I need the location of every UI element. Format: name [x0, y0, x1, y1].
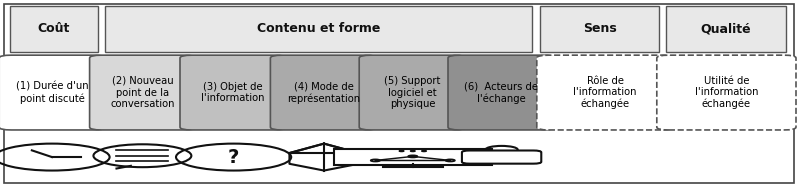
Text: Utilité de
l'information
échangée: Utilité de l'information échangée — [694, 76, 758, 109]
FancyBboxPatch shape — [448, 55, 554, 130]
Text: (6)  Acteurs de
l'échange: (6) Acteurs de l'échange — [464, 82, 538, 104]
FancyBboxPatch shape — [462, 151, 542, 164]
FancyBboxPatch shape — [270, 55, 377, 130]
FancyBboxPatch shape — [540, 6, 659, 52]
FancyBboxPatch shape — [180, 55, 286, 130]
FancyBboxPatch shape — [90, 55, 196, 130]
FancyBboxPatch shape — [666, 6, 786, 52]
FancyBboxPatch shape — [10, 6, 98, 52]
FancyBboxPatch shape — [105, 6, 532, 52]
FancyBboxPatch shape — [334, 149, 492, 165]
Text: (1) Durée d'un
point discuté: (1) Durée d'un point discuté — [16, 82, 89, 104]
Text: (5) Support
logiciel et
physique: (5) Support logiciel et physique — [384, 76, 441, 109]
Text: (4) Mode de
représentation: (4) Mode de représentation — [287, 82, 360, 104]
Text: Sens: Sens — [582, 22, 617, 36]
FancyBboxPatch shape — [657, 55, 796, 130]
Text: (3) Objet de
l'information: (3) Objet de l'information — [202, 82, 265, 103]
Text: Contenu et forme: Contenu et forme — [257, 22, 380, 36]
FancyBboxPatch shape — [0, 55, 106, 130]
Text: Rôle de
l'information
échangée: Rôle de l'information échangée — [574, 76, 637, 109]
FancyBboxPatch shape — [4, 4, 794, 183]
FancyBboxPatch shape — [537, 55, 674, 130]
Text: ?: ? — [228, 148, 239, 167]
Text: (2) Nouveau
point de la
conversation: (2) Nouveau point de la conversation — [110, 76, 175, 109]
Text: Coût: Coût — [38, 22, 70, 36]
FancyBboxPatch shape — [359, 55, 466, 130]
Text: Qualité: Qualité — [701, 22, 751, 36]
